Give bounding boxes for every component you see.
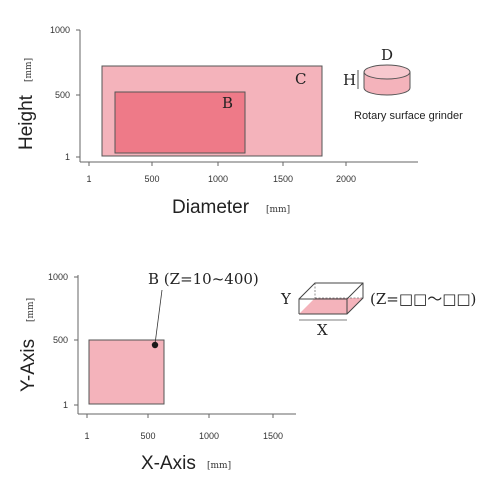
region-b-label: B [222,94,233,112]
rotary-table-h-label: H [343,71,356,89]
table-y-label: Y [280,290,292,308]
top-x-tick-label: 2000 [336,174,356,184]
bottom-x-tick-label: 1 [84,431,89,441]
rotary-table-top [363,64,411,80]
region-b [114,91,246,154]
table-x-label: X [317,321,328,339]
rotary-table-caption: Rotary surface grinder [354,110,463,122]
top-x-axis-title: Diameter [172,197,250,218]
bottom-x-tick-label: 1500 [263,431,283,441]
top-y-tick-label: 1000 [50,25,70,35]
data-point-b [151,341,159,349]
bottom-x-axis-title: X-Axis [141,453,196,474]
top-y-tick-label: 1 [65,152,70,162]
top-y-axis-unit: [mm] [24,58,34,82]
bottom-y-tick-label: 1000 [48,272,68,282]
rectangular-table-icon [298,282,364,321]
top-chart: C B 1000 500 1 1 500 1000 1500 2000 Heig… [16,25,463,218]
top-y-axis-title: Height [16,94,37,150]
table-front-top [299,282,364,300]
bottom-y-axis-unit: [mm] [26,298,36,322]
top-x-axis-unit: [mm] [266,205,290,215]
work-region [88,339,165,405]
top-x-tick-label: 1000 [208,174,228,184]
point-leader-line [154,289,163,345]
bottom-y-tick-label: 1 [63,400,68,410]
rotary-table-icon [357,64,411,96]
region-c-label: C [295,70,306,88]
top-y-tick-label: 500 [55,90,70,100]
top-x-tick-label: 1500 [273,174,293,184]
top-y-title-group: Height [mm] [16,58,37,150]
bottom-x-tick-label: 1000 [199,431,219,441]
top-x-tick-label: 500 [144,174,159,184]
data-point-b-label: B (Z=10~400) [148,270,259,288]
bottom-chart: 1000 500 1 1 500 1000 1500 B (Z=10~400) … [18,270,476,474]
bottom-x-axis-unit: [mm] [207,461,231,471]
bottom-x-tick-label: 500 [140,431,155,441]
bottom-y-tick-label: 500 [53,335,68,345]
top-x-tick-label: 1 [86,174,91,184]
bottom-y-axis-title: Y-Axis [18,339,39,392]
bottom-y-title-group: Y-Axis [mm] [18,298,39,392]
table-z-range-label: (Z=□□〜□□) [370,290,476,308]
table-floor [299,298,363,314]
rotary-table-d-label: D [381,46,393,64]
